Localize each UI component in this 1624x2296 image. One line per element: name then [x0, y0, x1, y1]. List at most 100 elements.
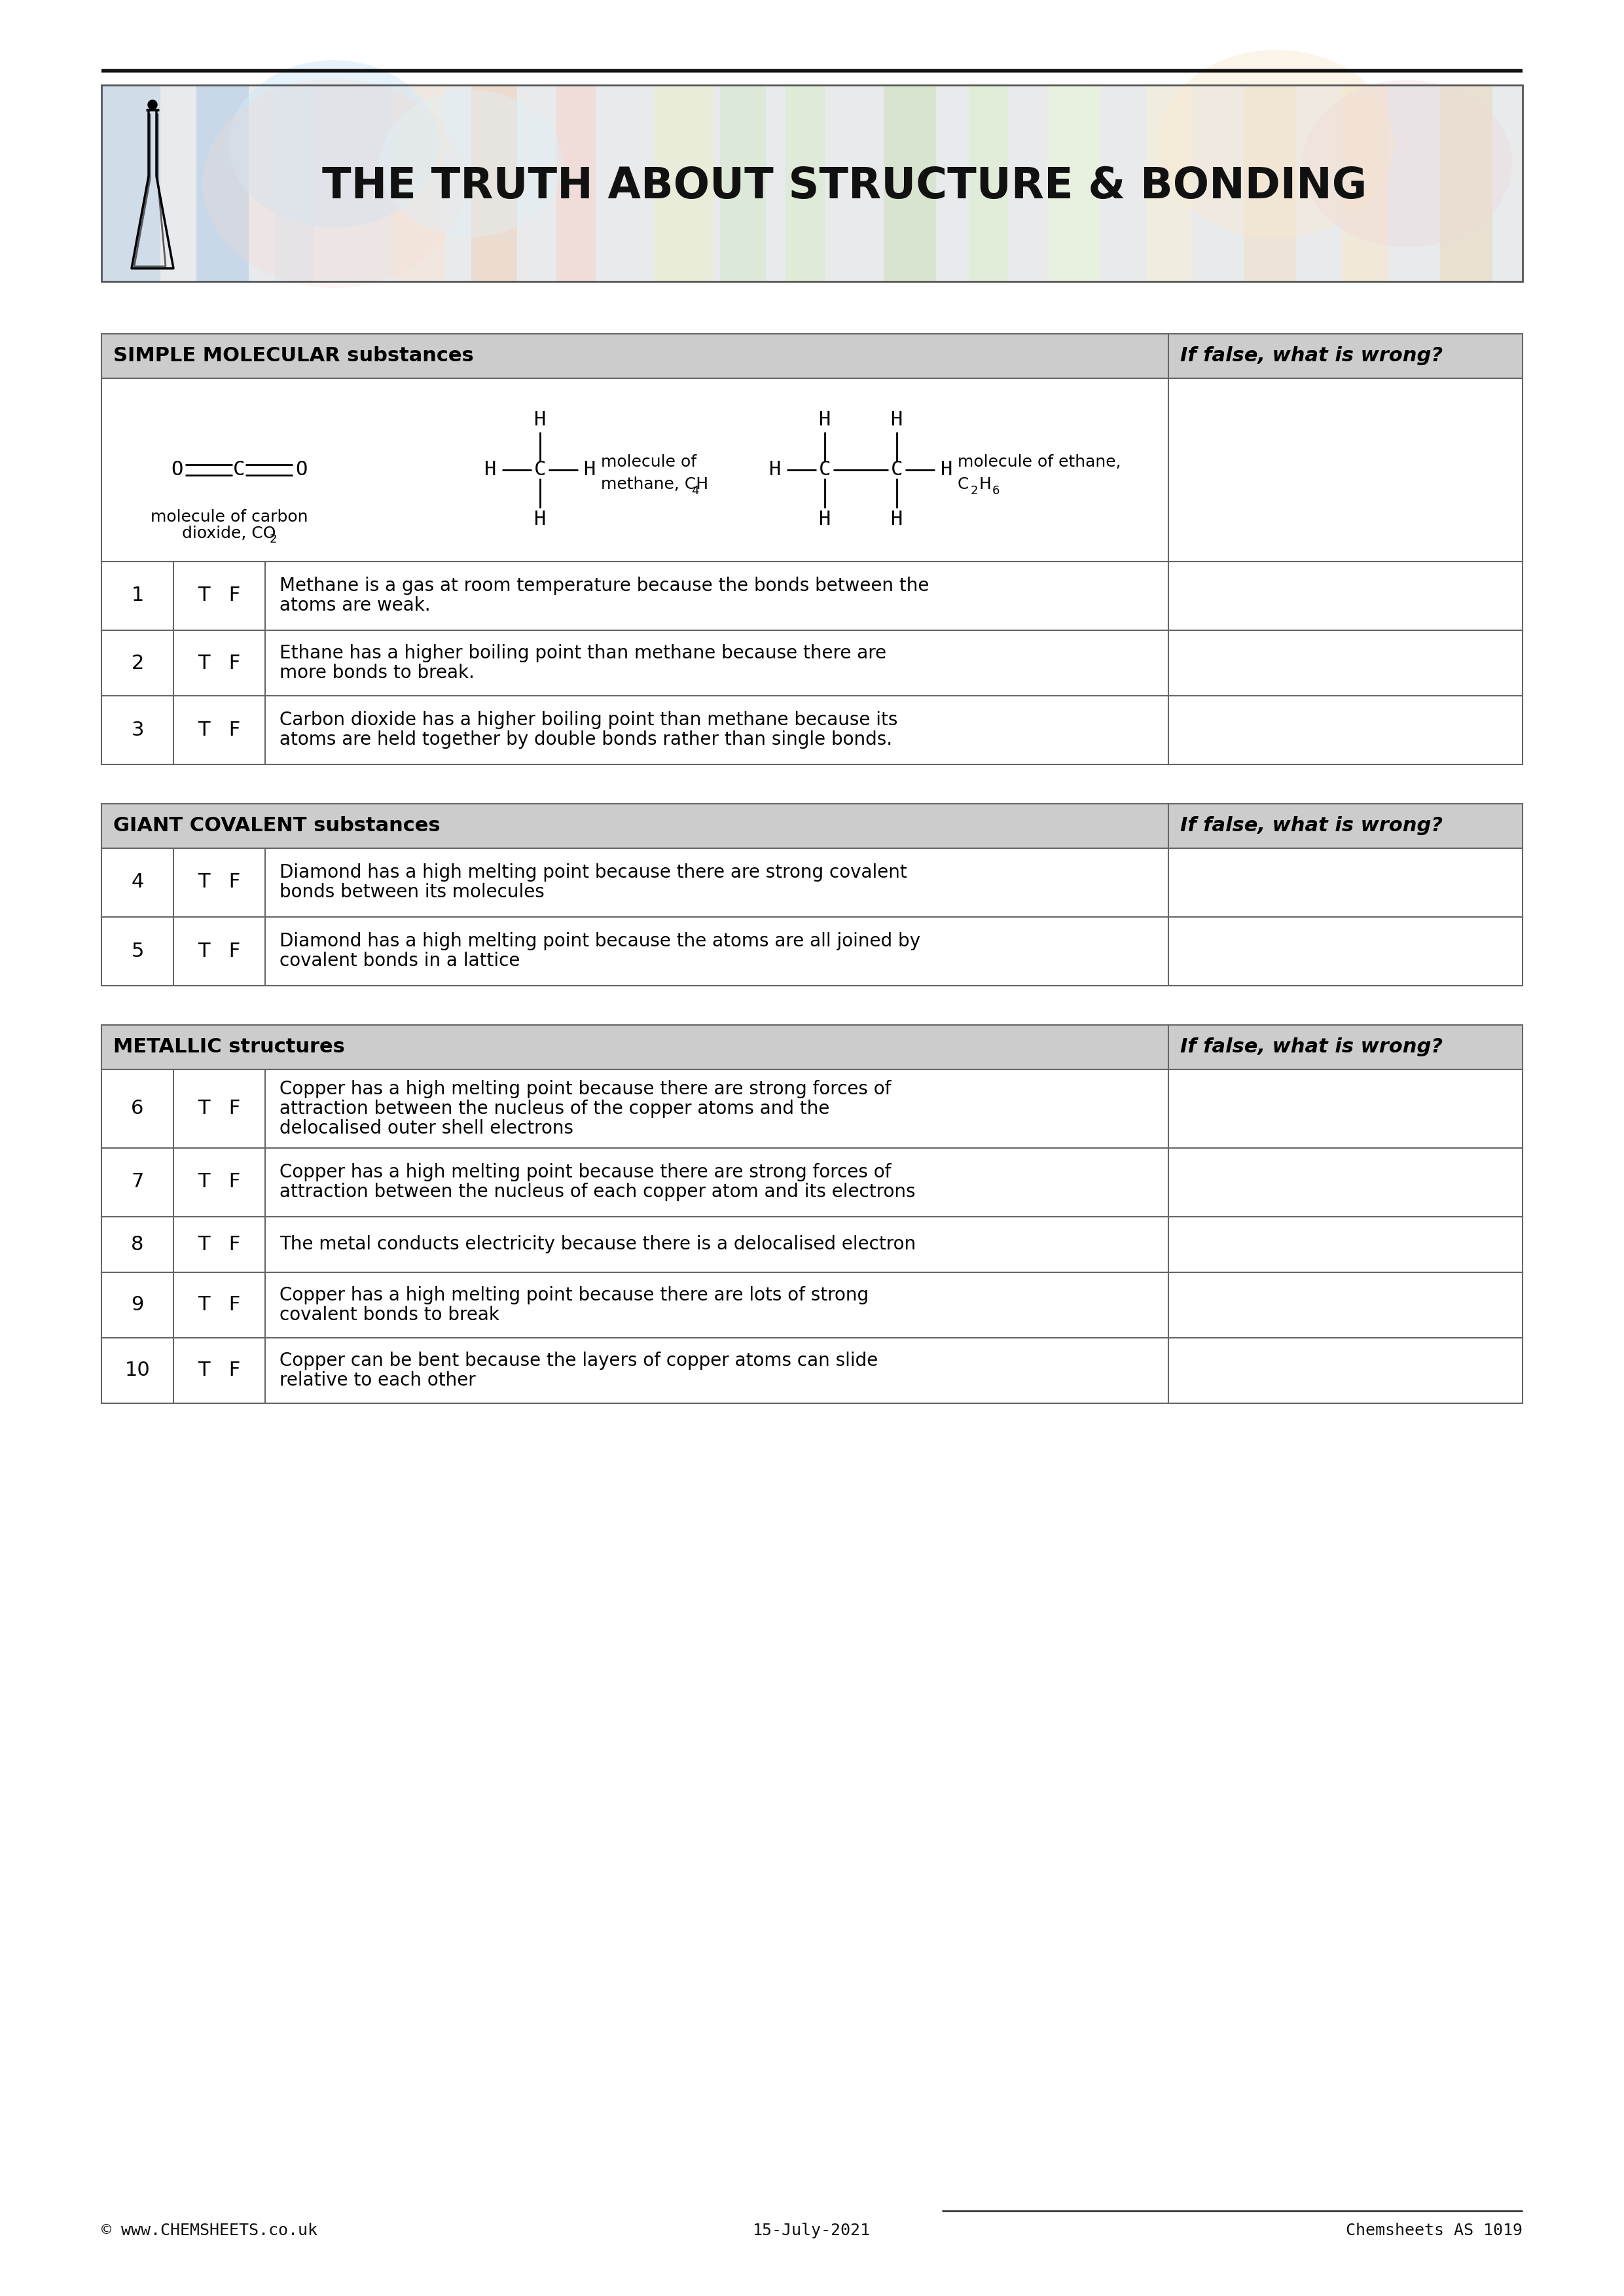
Text: C: C: [958, 478, 970, 491]
Text: 4: 4: [692, 484, 698, 496]
Text: Copper has a high melting point because there are strong forces of: Copper has a high melting point because …: [279, 1079, 892, 1097]
Text: H: H: [534, 411, 546, 429]
Text: covalent bonds in a lattice: covalent bonds in a lattice: [279, 951, 520, 969]
Text: THE TRUTH ABOUT STRUCTURE & BONDING: THE TRUTH ABOUT STRUCTURE & BONDING: [322, 165, 1367, 207]
Text: 2: 2: [270, 533, 276, 544]
Bar: [101, 916, 1523, 985]
Bar: [101, 847, 1523, 916]
Bar: [719, 85, 767, 282]
Text: T   F: T F: [198, 721, 240, 739]
Text: 3: 3: [132, 721, 145, 739]
Bar: [393, 85, 445, 282]
Text: molecule of: molecule of: [601, 455, 697, 471]
Text: O: O: [171, 461, 184, 480]
Text: T   F: T F: [198, 1235, 240, 1254]
Text: If false, what is wrong?: If false, what is wrong?: [1181, 347, 1442, 365]
Text: atoms are held together by double bonds rather than single bonds.: atoms are held together by double bonds …: [279, 730, 892, 748]
Bar: [883, 85, 935, 282]
Bar: [557, 85, 596, 282]
Text: 8: 8: [132, 1235, 145, 1254]
Text: H: H: [534, 510, 546, 528]
Ellipse shape: [1302, 80, 1512, 248]
Text: If false, what is wrong?: If false, what is wrong?: [1181, 1038, 1442, 1056]
Text: T   F: T F: [198, 872, 240, 891]
Bar: [101, 85, 1523, 282]
Text: Carbon dioxide has a higher boiling point than methane because its: Carbon dioxide has a higher boiling poin…: [279, 712, 898, 730]
Bar: [101, 379, 1523, 563]
Text: H: H: [770, 461, 781, 480]
Text: 10: 10: [125, 1362, 149, 1380]
Text: 6: 6: [132, 1100, 145, 1118]
Text: 2: 2: [971, 484, 978, 496]
Bar: [101, 563, 1523, 631]
Bar: [101, 1070, 1523, 1148]
Text: 7: 7: [132, 1173, 145, 1192]
Bar: [471, 85, 516, 282]
Text: Chemsheets AS 1019: Chemsheets AS 1019: [1346, 2223, 1523, 2239]
Bar: [101, 1217, 1523, 1272]
Bar: [970, 85, 1009, 282]
Text: Copper has a high melting point because there are strong forces of: Copper has a high melting point because …: [279, 1164, 892, 1182]
Ellipse shape: [203, 78, 464, 287]
Text: Copper has a high melting point because there are lots of strong: Copper has a high melting point because …: [279, 1286, 869, 1304]
Text: METALLIC structures: METALLIC structures: [114, 1038, 344, 1056]
Bar: [101, 696, 1523, 765]
Text: O: O: [296, 461, 307, 480]
Text: T   F: T F: [198, 1295, 240, 1316]
Text: T   F: T F: [198, 1173, 240, 1192]
Bar: [101, 804, 1523, 847]
Bar: [101, 85, 1523, 282]
Bar: [1145, 85, 1192, 282]
Text: atoms are weak.: atoms are weak.: [279, 597, 430, 615]
Text: C: C: [232, 461, 245, 480]
Text: methane, CH: methane, CH: [601, 478, 708, 491]
Text: Diamond has a high melting point because there are strong covalent: Diamond has a high melting point because…: [279, 863, 908, 882]
Ellipse shape: [1158, 51, 1395, 239]
Text: 5: 5: [132, 941, 145, 960]
Text: molecule of ethane,: molecule of ethane,: [958, 455, 1121, 471]
Text: C: C: [534, 461, 546, 480]
Text: attraction between the nucleus of each copper atom and its electrons: attraction between the nucleus of each c…: [279, 1182, 916, 1201]
Text: 1: 1: [132, 585, 145, 606]
Text: T   F: T F: [198, 941, 240, 960]
Text: H: H: [818, 411, 831, 429]
Text: T   F: T F: [198, 1100, 240, 1118]
Text: H: H: [940, 461, 953, 480]
Bar: [1047, 85, 1099, 282]
Text: T   F: T F: [198, 585, 240, 606]
Text: GIANT COVALENT substances: GIANT COVALENT substances: [114, 817, 440, 836]
Text: © www.CHEMSHEETS.co.uk: © www.CHEMSHEETS.co.uk: [101, 2223, 317, 2239]
Text: H: H: [583, 461, 596, 480]
Text: more bonds to break.: more bonds to break.: [279, 664, 474, 682]
Text: relative to each other: relative to each other: [279, 1371, 476, 1389]
Text: delocalised outer shell electrons: delocalised outer shell electrons: [279, 1118, 573, 1137]
Text: Ethane has a higher boiling point than methane because there are: Ethane has a higher boiling point than m…: [279, 645, 887, 661]
Text: Copper can be bent because the layers of copper atoms can slide: Copper can be bent because the layers of…: [279, 1352, 879, 1371]
Bar: [101, 1339, 1523, 1403]
Text: The metal conducts electricity because there is a delocalised electron: The metal conducts electricity because t…: [279, 1235, 916, 1254]
Text: H: H: [818, 510, 831, 528]
Text: dioxide, CO: dioxide, CO: [182, 526, 276, 542]
Text: T   F: T F: [198, 1362, 240, 1380]
Text: C: C: [818, 461, 831, 480]
Text: T   F: T F: [198, 654, 240, 673]
Text: Methane is a gas at room temperature because the bonds between the: Methane is a gas at room temperature bec…: [279, 576, 929, 595]
Circle shape: [148, 101, 158, 110]
Ellipse shape: [229, 60, 438, 227]
Bar: [1244, 85, 1296, 282]
Text: 2: 2: [132, 654, 145, 673]
Bar: [101, 1272, 1523, 1339]
Text: C: C: [890, 461, 903, 480]
Text: molecule of carbon: molecule of carbon: [151, 510, 309, 526]
Text: SIMPLE MOLECULAR substances: SIMPLE MOLECULAR substances: [114, 347, 474, 365]
Text: 15-July-2021: 15-July-2021: [754, 2223, 870, 2239]
Text: bonds between its molecules: bonds between its molecules: [279, 884, 544, 902]
Text: 4: 4: [132, 872, 145, 891]
Text: 6: 6: [992, 484, 1000, 496]
Text: covalent bonds to break: covalent bonds to break: [279, 1306, 499, 1325]
Bar: [1341, 85, 1387, 282]
Bar: [101, 1024, 1523, 1070]
Text: If false, what is wrong?: If false, what is wrong?: [1181, 817, 1442, 836]
Text: Diamond has a high melting point because the atoms are all joined by: Diamond has a high melting point because…: [279, 932, 921, 951]
Bar: [654, 85, 713, 282]
